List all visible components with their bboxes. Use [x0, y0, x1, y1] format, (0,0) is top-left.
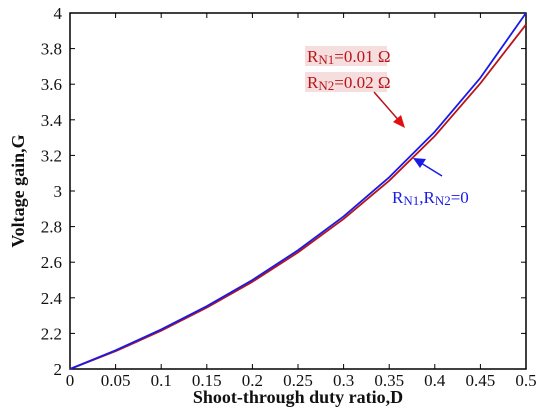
- red-annotation-bg-1: [305, 46, 387, 66]
- red-series-annotation: RN1=0.01 Ω RN2=0.02 Ω: [305, 46, 405, 128]
- y-tick-label: 2.8: [41, 218, 62, 237]
- series-lines: [69, 12, 527, 370]
- y-tick-labels: 2 2.2 2.4 2.6 2.8 3 3.2 3.4 3.6 3.8 4: [41, 4, 63, 379]
- x-tick-label: 0.25: [283, 371, 313, 390]
- x-tick-label: 0.4: [424, 371, 446, 390]
- y-tick-label: 3.2: [41, 146, 62, 165]
- red-annotation-rest1: =0.01 Ω: [334, 47, 390, 66]
- blue-annotation-sub2: N2: [435, 193, 451, 208]
- series-line-ideal: [69, 12, 527, 370]
- y-tick-label: 2.4: [41, 289, 63, 308]
- blue-annotation-r1: R: [392, 188, 404, 207]
- red-annotation-r1: R: [307, 47, 319, 66]
- y-tick-label: 2: [54, 360, 63, 379]
- x-tick-label: 0.05: [101, 371, 131, 390]
- y-axis-label: Voltage gain,G: [8, 134, 28, 247]
- x-axis-label: Shoot-through duty ratio,D: [193, 387, 403, 407]
- x-tick-label: 0.1: [151, 371, 172, 390]
- blue-annotation-sub1: N1: [403, 193, 419, 208]
- y-tick-label: 3.4: [41, 111, 63, 130]
- red-annotation-sub2: N2: [318, 78, 334, 93]
- blue-series-annotation: RN1,RN2=0: [392, 158, 469, 208]
- red-annotation-r2: R: [307, 73, 319, 92]
- blue-annotation-text: RN1,RN2=0: [392, 188, 469, 208]
- x-tick-label: 0.45: [466, 371, 496, 390]
- x-tick-label: 0.5: [515, 371, 536, 390]
- red-annotation-rest2: =0.02 Ω: [334, 73, 390, 92]
- y-tick-label: 3: [54, 182, 63, 201]
- red-annotation-arrowhead: [393, 115, 405, 128]
- blue-annotation-arrowhead: [413, 158, 426, 168]
- red-annotation-sub1: N1: [318, 52, 334, 67]
- x-tick-label: 0: [66, 371, 75, 390]
- red-annotation-line-1: RN1=0.01 Ω: [307, 47, 390, 67]
- axis-ticks: [69, 12, 527, 370]
- red-annotation-arrow-line: [373, 91, 402, 124]
- y-tick-label: 3.6: [41, 75, 62, 94]
- blue-annotation-arrow-line: [420, 162, 443, 177]
- x-tick-label: 0.15: [192, 371, 222, 390]
- y-tick-label: 4: [54, 4, 63, 23]
- x-tick-labels: 0 0.05 0.1 0.15 0.2 0.25 0.3 0.35 0.4 0.45 0.5: [66, 371, 537, 390]
- y-tick-label: 3.8: [41, 40, 62, 59]
- x-tick-label: 0.3: [333, 371, 354, 390]
- plot-area: [69, 12, 527, 370]
- series-line-with-resistance: [69, 24, 527, 370]
- blue-annotation-mid: ,R: [419, 188, 435, 207]
- x-tick-label: 0.2: [242, 371, 263, 390]
- x-tick-label: 0.35: [374, 371, 404, 390]
- y-tick-label: 2.2: [41, 324, 62, 343]
- red-annotation-bg-2: [305, 72, 387, 92]
- y-tick-label: 2.6: [41, 253, 62, 272]
- blue-annotation-rest: =0: [451, 188, 469, 207]
- red-annotation-line-2: RN2=0.02 Ω: [307, 73, 390, 93]
